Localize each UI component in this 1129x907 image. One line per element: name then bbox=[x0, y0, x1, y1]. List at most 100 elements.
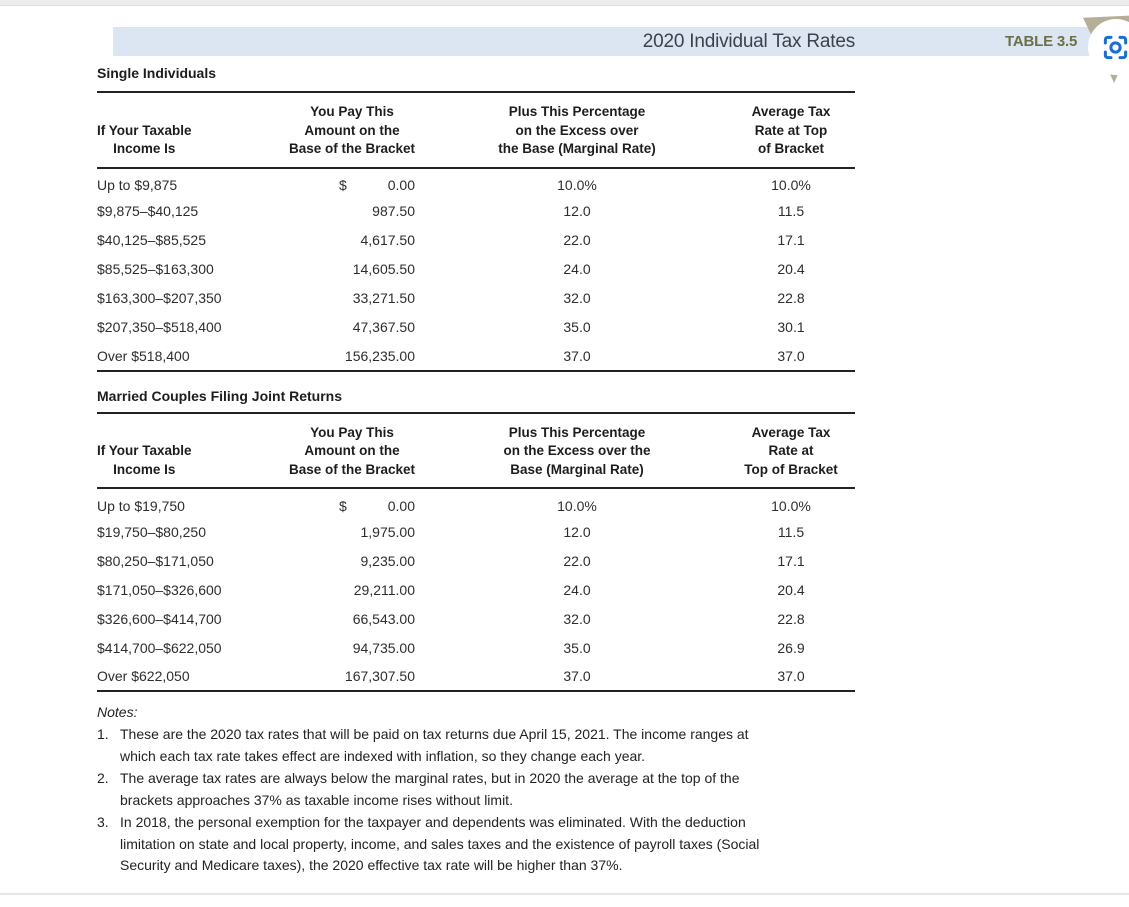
notes-label: Notes: bbox=[97, 704, 138, 720]
col-header-income: If Your Taxable Income Is bbox=[97, 443, 192, 477]
marginal-rate-cell: 32.0 bbox=[563, 610, 591, 627]
base-amount-cell: 987.50 bbox=[277, 197, 427, 226]
base-amount-value: 0.00 bbox=[387, 177, 415, 193]
table-row: $326,600–$414,700 66,543.00 32.0 22.8 bbox=[97, 604, 855, 633]
note-item-1: 1. These are the 2020 tax rates that wil… bbox=[97, 724, 855, 767]
table-row: $9,875–$40,125 987.50 12.0 11.5 bbox=[97, 197, 855, 226]
table-row: $40,125–$85,525 4,617.50 22.0 17.1 bbox=[97, 226, 855, 255]
base-amount-value: 0.00 bbox=[387, 497, 415, 514]
base-amount-value: 1,975.00 bbox=[360, 523, 416, 540]
income-range-cell: Up to $19,750 bbox=[97, 497, 185, 514]
income-range-cell: $85,525–$163,300 bbox=[97, 261, 214, 277]
table-body: Up to $9,875 $0.00 10.0% 10.0% $9,875–$40,12… bbox=[97, 168, 855, 371]
base-amount-cell: 1,975.00 bbox=[277, 517, 427, 546]
screenshot-focus-icon bbox=[1103, 35, 1128, 59]
col-header-marginal-rate: Plus This Percentage on the Excess over … bbox=[498, 104, 656, 156]
base-amount-cell: 33,271.50 bbox=[277, 284, 427, 313]
marginal-rate-cell: 35.0 bbox=[563, 639, 591, 656]
table-row: $85,525–$163,300 14,605.50 24.0 20.4 bbox=[97, 255, 855, 284]
marginal-rate-cell: 35.0 bbox=[563, 319, 591, 335]
dollar-sign: $ bbox=[339, 497, 347, 514]
base-amount-value: 4,617.50 bbox=[360, 232, 416, 248]
note-number: 1. bbox=[97, 726, 109, 742]
base-amount-value: 14,605.50 bbox=[352, 261, 415, 277]
base-amount-value: 94,735.00 bbox=[352, 639, 415, 656]
table-body: Up to $19,750 $0.00 10.0% 10.0% $19,750–$80,… bbox=[97, 488, 855, 691]
base-amount-cell: 66,543.00 bbox=[277, 604, 427, 633]
base-amount-cell: 29,211.00 bbox=[277, 575, 427, 604]
base-amount-value: 66,543.00 bbox=[352, 610, 415, 627]
income-range-cell: $171,050–$326,600 bbox=[97, 581, 222, 598]
table-row: Up to $19,750 $0.00 10.0% 10.0% bbox=[97, 488, 855, 517]
average-rate-cell: 22.8 bbox=[777, 610, 805, 627]
table-row: $171,050–$326,600 29,211.00 24.0 20.4 bbox=[97, 575, 855, 604]
marginal-rate-cell: 24.0 bbox=[563, 261, 591, 277]
note-text: In 2018, the personal exemption for the … bbox=[120, 814, 760, 873]
table-row: $163,300–$207,350 33,271.50 32.0 22.8 bbox=[97, 284, 855, 313]
base-amount-value: 29,211.00 bbox=[353, 581, 415, 598]
base-amount-cell: 156,235.00 bbox=[277, 342, 427, 371]
average-rate-cell: 20.4 bbox=[777, 581, 805, 598]
base-amount-value: 9,235.00 bbox=[360, 552, 416, 569]
base-amount-cell: $0.00 bbox=[277, 168, 427, 197]
table-row: Up to $9,875 $0.00 10.0% 10.0% bbox=[97, 168, 855, 197]
table-content-area: Single Individuals If Your Taxable Incom… bbox=[97, 62, 855, 877]
income-range-cell: $9,875–$40,125 bbox=[97, 203, 199, 219]
section-title-single: Single Individuals bbox=[97, 65, 217, 81]
notes-section: Notes: 1. These are the 2020 tax rates t… bbox=[97, 702, 855, 877]
income-range-cell: $80,250–$171,050 bbox=[97, 552, 214, 569]
col-header-income: If Your Taxable Income Is bbox=[97, 122, 192, 157]
table-row: Over $518,400 156,235.00 37.0 37.0 bbox=[97, 342, 855, 371]
base-amount-value: 33,271.50 bbox=[352, 290, 415, 306]
income-range-cell: $207,350–$518,400 bbox=[97, 319, 222, 335]
average-rate-cell: 11.5 bbox=[777, 523, 805, 540]
marginal-rate-cell: 37.0 bbox=[563, 668, 591, 684]
marginal-rate-cell: 22.0 bbox=[563, 232, 591, 248]
single-individuals-table: If Your Taxable Income Is You Pay This A… bbox=[97, 91, 855, 372]
marginal-rate-cell: 10.0% bbox=[557, 497, 597, 514]
table-row: $19,750–$80,250 1,975.00 12.0 11.5 bbox=[97, 517, 855, 546]
table-title: 2020 Individual Tax Rates bbox=[642, 31, 855, 52]
base-amount-value: 987.50 bbox=[372, 203, 415, 219]
average-rate-cell: 10.0% bbox=[771, 177, 811, 193]
base-amount-cell: 14,605.50 bbox=[277, 255, 427, 284]
note-number: 3. bbox=[97, 814, 109, 830]
bottom-divider-bar bbox=[0, 893, 1129, 895]
average-rate-cell: 10.0% bbox=[771, 497, 811, 514]
average-rate-cell: 37.0 bbox=[777, 347, 805, 364]
marginal-rate-cell: 32.0 bbox=[563, 290, 591, 306]
average-rate-cell: 17.1 bbox=[777, 232, 805, 248]
col-header-base-amount: You Pay This Amount on the Base of the B… bbox=[288, 424, 416, 477]
marginal-rate-cell: 37.0 bbox=[563, 347, 591, 364]
note-text: These are the 2020 tax rates that will b… bbox=[120, 726, 749, 764]
average-rate-cell: 17.1 bbox=[777, 552, 805, 569]
table-row: Over $622,050 167,307.50 37.0 37.0 bbox=[97, 662, 855, 691]
base-amount-cell: 167,307.50 bbox=[277, 662, 427, 691]
married-couples-table: If Your Taxable Income Is You Pay This A… bbox=[97, 411, 855, 692]
top-divider-bar bbox=[0, 0, 1129, 6]
base-amount-cell: 4,617.50 bbox=[277, 226, 427, 255]
note-number: 2. bbox=[97, 770, 109, 786]
income-range-cell: Up to $9,875 bbox=[97, 177, 178, 193]
income-range-cell: Over $518,400 bbox=[97, 347, 190, 364]
marginal-rate-cell: 22.0 bbox=[563, 552, 591, 569]
screenshot-button[interactable] bbox=[1088, 19, 1129, 75]
average-rate-cell: 37.0 bbox=[777, 668, 805, 684]
dollar-sign: $ bbox=[339, 177, 347, 193]
base-amount-value: 167,307.50 bbox=[344, 668, 415, 684]
note-item-3: 3. In 2018, the personal exemption for t… bbox=[97, 812, 855, 877]
col-header-base-amount: You Pay This Amount on the Base of the B… bbox=[288, 104, 416, 156]
average-rate-cell: 26.9 bbox=[777, 639, 805, 656]
base-amount-cell: 9,235.00 bbox=[277, 546, 427, 575]
marginal-rate-cell: 12.0 bbox=[563, 203, 591, 219]
base-amount-cell: 94,735.00 bbox=[277, 633, 427, 662]
income-range-cell: Over $622,050 bbox=[97, 668, 190, 684]
section-title-married: Married Couples Filing Joint Returns bbox=[97, 387, 343, 404]
base-amount-cell: $0.00 bbox=[277, 488, 427, 517]
table-header: If Your Taxable Income Is You Pay This A… bbox=[97, 92, 855, 168]
note-item-2: 2. The average tax rates are always belo… bbox=[97, 768, 855, 811]
table-row: $207,350–$518,400 47,367.50 35.0 30.1 bbox=[97, 313, 855, 342]
average-rate-cell: 30.1 bbox=[777, 319, 805, 335]
marginal-rate-cell: 12.0 bbox=[563, 523, 591, 540]
table-row: $414,700–$622,050 94,735.00 35.0 26.9 bbox=[97, 633, 855, 662]
